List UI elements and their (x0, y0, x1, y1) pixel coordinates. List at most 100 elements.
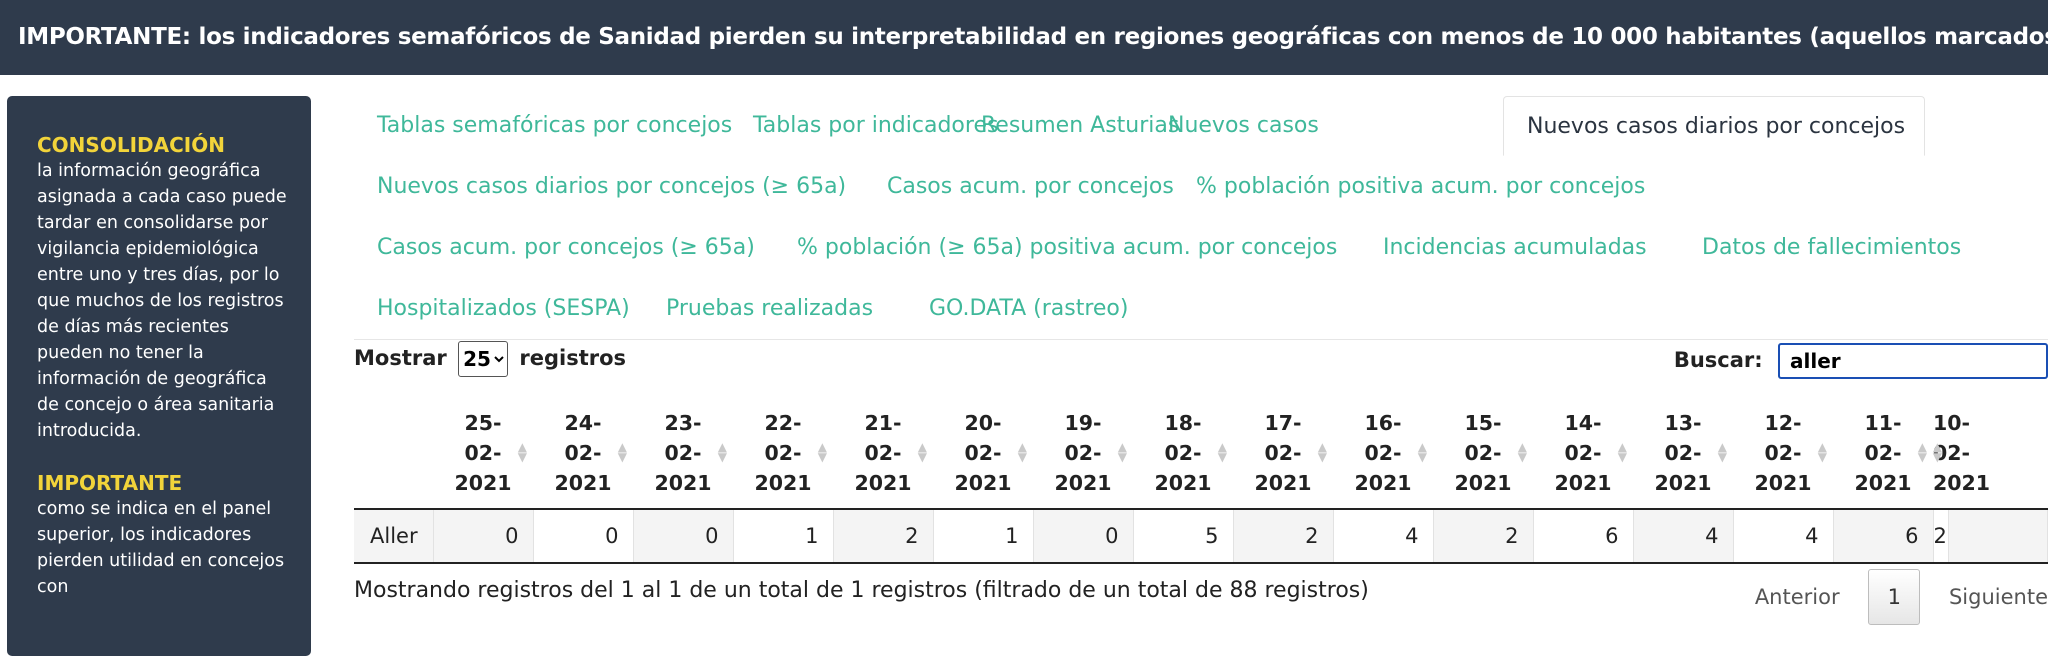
date-header-line: 2021 (1554, 471, 1612, 495)
value-cell: 4 (1733, 509, 1834, 564)
date-header-line: 2021 (1754, 471, 1812, 495)
value-cell: 2 (833, 509, 934, 564)
date-header[interactable]: 11- 02- 2021 ▲ ▼ (1833, 398, 1933, 510)
date-header-line: 17- (1264, 411, 1302, 435)
sort-icon: ▲ ▼ (617, 440, 627, 464)
page-length-select[interactable]: 25 (458, 341, 509, 377)
date-header-line: 02- (1764, 441, 1802, 465)
page-1-button[interactable]: 1 (1868, 569, 1921, 625)
date-header-line: 2021 (1933, 471, 1991, 495)
date-header-line: 2021 (754, 471, 812, 495)
search-input[interactable] (1778, 343, 2048, 379)
tab-tablas-semaforicas[interactable]: Tablas semafóricas por concejos (377, 113, 733, 138)
date-header-line: 2021 (1654, 471, 1712, 495)
tab-tablas-indicadores[interactable]: Tablas por indicadores (753, 113, 999, 138)
date-header-line: 19- (1064, 411, 1102, 435)
concejo-header (354, 398, 433, 510)
date-header[interactable]: 24- 02- 2021 ▲ ▼ (533, 398, 633, 510)
value-cell: 0 (433, 509, 534, 564)
next-page-button[interactable]: Siguiente (1948, 585, 2048, 609)
sort-icon: ▲ ▼ (1417, 440, 1427, 464)
value-cell: 2 (1433, 509, 1534, 564)
date-header[interactable]: 10- 02- 2021 ▲ ▼ (1932, 398, 1991, 510)
date-header[interactable]: 17- 02- 2021 ▲ ▼ (1233, 398, 1333, 510)
important-title: IMPORTANTE (37, 471, 183, 495)
date-header-line: 02- (464, 441, 502, 465)
date-header[interactable]: 18- 02- 2021 ▲ ▼ (1133, 398, 1233, 510)
date-header-line: 20- (964, 411, 1002, 435)
date-header-line: 14- (1564, 411, 1602, 435)
date-header-line: 02- (864, 441, 902, 465)
tab-resumen-asturias[interactable]: Resumen Asturias (981, 113, 1180, 138)
date-header-line: 2021 (1254, 471, 1312, 495)
tab-casos-acum-65[interactable]: Casos acum. por concejos (≥ 65a) (377, 235, 755, 260)
sort-icon: ▲ ▼ (1217, 440, 1227, 464)
date-header-line: 02- (764, 441, 802, 465)
page-length-control: Mostrar 25 registros (354, 340, 627, 377)
tab-casos-acum-concejos[interactable]: Casos acum. por concejos (887, 174, 1174, 199)
value-cell: 1 (933, 509, 1034, 564)
sort-icon: ▲ ▼ (1617, 440, 1627, 464)
tab-divider (354, 339, 2048, 340)
tab-pruebas[interactable]: Pruebas realizadas (666, 296, 874, 321)
data-table: 25- 02- 2021 ▲ ▼ 24- 02- 2021 ▲ ▼ 23- 02- 2021 ▲ ▼ 2… (354, 398, 2048, 564)
date-header[interactable]: 25- 02- 2021 ▲ ▼ (433, 398, 533, 510)
tab-nuevos-casos-diarios-concejos[interactable]: Nuevos casos diarios por concejos (1503, 96, 1925, 156)
date-header-line: 02- (1464, 441, 1502, 465)
date-header[interactable]: 12- 02- 2021 ▲ ▼ (1733, 398, 1833, 510)
sidebar-panel: CONSOLIDACIÓN la información geográfica … (7, 96, 311, 656)
tab-poblacion-65-positiva[interactable]: % población (≥ 65a) positiva acum. por c… (797, 235, 1338, 260)
date-header-line: 24- (564, 411, 602, 435)
tab-poblacion-positiva[interactable]: % población positiva acum. por concejos (1196, 174, 1646, 199)
date-header-line: 22- (764, 411, 802, 435)
date-header-line: 18- (1164, 411, 1202, 435)
sort-icon: ▲ ▼ (717, 440, 727, 464)
sort-icon: ▲ ▼ (1317, 440, 1327, 464)
important-banner: IMPORTANTE: los indicadores semafóricos … (0, 0, 2048, 75)
date-header[interactable]: 15- 02- 2021 ▲ ▼ (1433, 398, 1533, 510)
date-header[interactable]: 20- 02- 2021 ▲ ▼ (933, 398, 1033, 510)
tab-nuevos-casos-diarios-65[interactable]: Nuevos casos diarios por concejos (≥ 65a… (377, 174, 847, 199)
concejo-cell: Aller (354, 509, 434, 564)
value-cell: 0 (1033, 509, 1134, 564)
date-header[interactable]: 14- 02- 2021 ▲ ▼ (1533, 398, 1633, 510)
value-cell: 4 (1633, 509, 1734, 564)
tab-nuevos-casos[interactable]: Nuevos casos (1168, 113, 1319, 138)
date-header-line: 2021 (1154, 471, 1212, 495)
date-header-line: 02- (1864, 441, 1902, 465)
date-header-line: 23- (664, 411, 702, 435)
sort-icon: ▲ ▼ (1717, 440, 1727, 464)
consolidation-title: CONSOLIDACIÓN (37, 133, 225, 157)
tab-hospitalizados[interactable]: Hospitalizados (SESPA) (377, 296, 630, 321)
previous-page-button[interactable]: Anterior (1754, 585, 1840, 609)
date-header-line: 2021 (654, 471, 712, 495)
tab-godata[interactable]: GO.DATA (rastreo) (929, 296, 1129, 321)
date-header-line: 2021 (554, 471, 612, 495)
date-header-line: 2021 (1854, 471, 1912, 495)
search-label: Buscar: (1673, 348, 1763, 372)
sort-icon: ▲ ▼ (1117, 440, 1127, 464)
date-header-line: 02- (1064, 441, 1102, 465)
tab-fallecimientos[interactable]: Datos de fallecimientos (1702, 235, 1962, 260)
sort-icon: ▲ ▼ (1517, 440, 1527, 464)
date-header-line: 02- (664, 441, 702, 465)
date-header-line: 2021 (1454, 471, 1512, 495)
date-header[interactable]: 13- 02- 2021 ▲ ▼ (1633, 398, 1733, 510)
value-cell: 2 (1233, 509, 1334, 564)
search-control: Buscar: (1674, 340, 2048, 380)
date-header[interactable]: 22- 02- 2021 ▲ ▼ (733, 398, 833, 510)
date-header[interactable]: 23- 02- 2021 ▲ ▼ (633, 398, 733, 510)
value-cell: 0 (633, 509, 734, 564)
date-header-line: 2021 (1054, 471, 1112, 495)
show-label: Mostrar (354, 346, 447, 370)
tab-incidencias[interactable]: Incidencias acumuladas (1383, 235, 1647, 260)
sort-icon: ▲ ▼ (1932, 440, 1942, 464)
date-header[interactable]: 19- 02- 2021 ▲ ▼ (1033, 398, 1133, 510)
consolidation-text: la información geográfica asignada a cad… (37, 161, 287, 441)
date-header[interactable]: 21- 02- 2021 ▲ ▼ (833, 398, 933, 510)
date-header[interactable]: 16- 02- 2021 ▲ ▼ (1333, 398, 1433, 510)
date-header-line: 02- (1364, 441, 1402, 465)
date-header-line: 02- (1664, 441, 1702, 465)
records-label: registros (519, 346, 627, 370)
date-header-line: 12- (1764, 411, 1802, 435)
